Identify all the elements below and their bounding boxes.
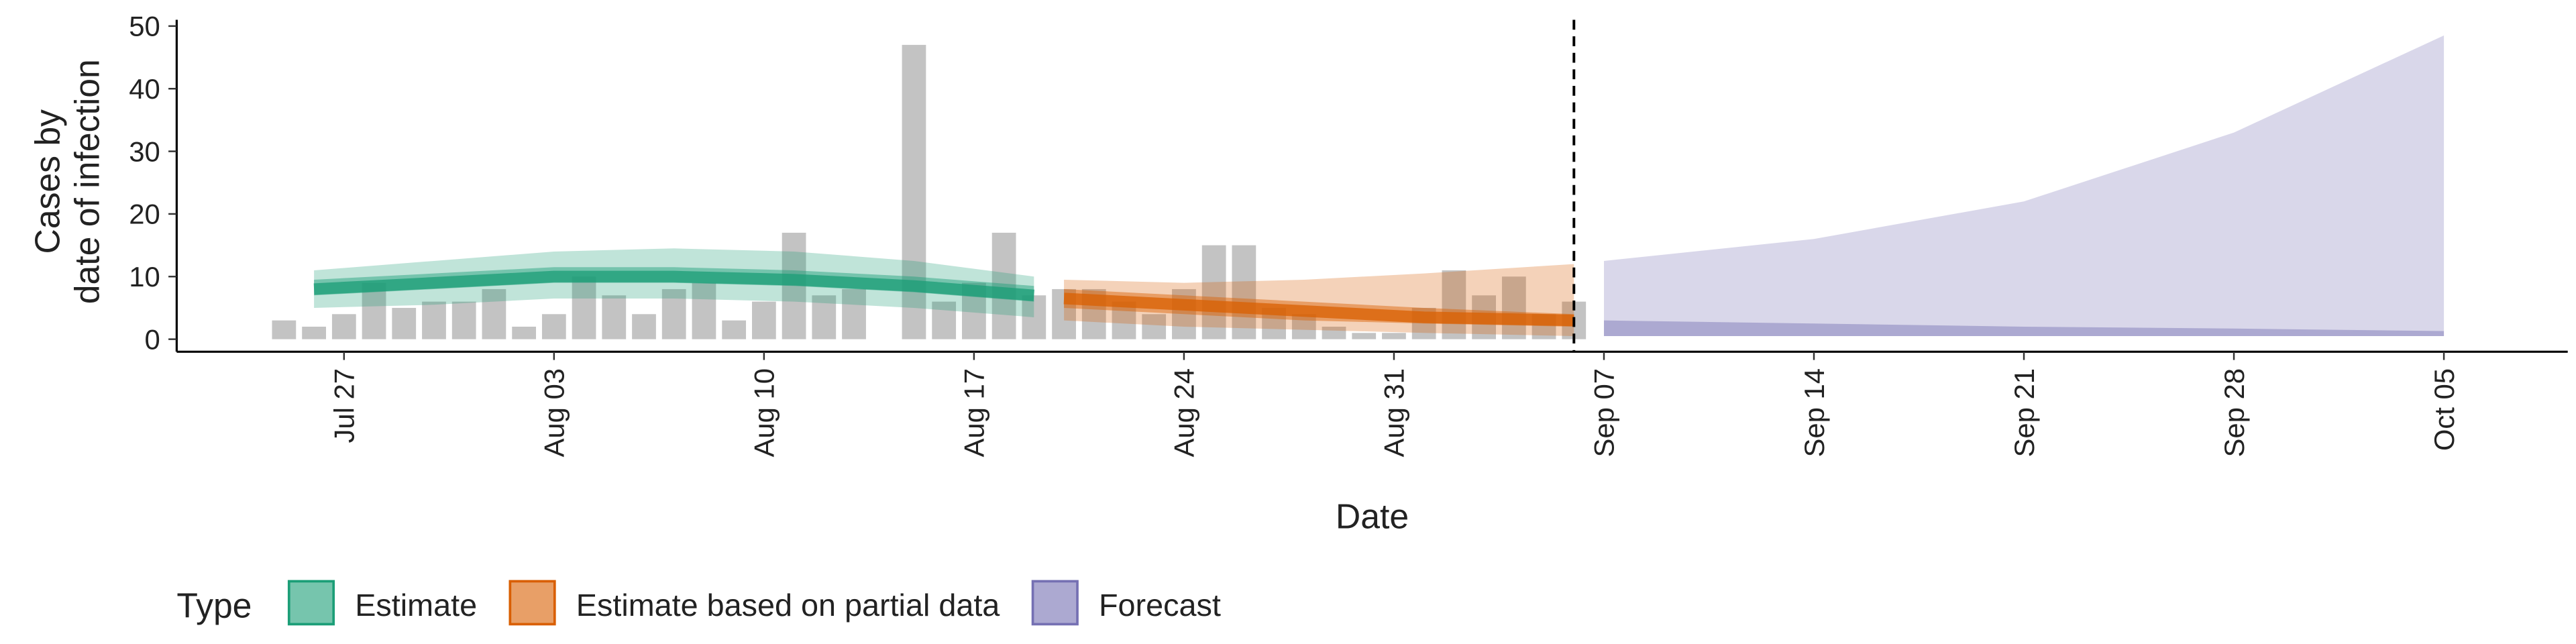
bar [1382, 333, 1406, 339]
legend-swatch [287, 580, 335, 626]
x-tick-label: Sep 21 [2008, 368, 2040, 458]
x-tick-label: Sep 07 [1589, 368, 1620, 458]
bar [1501, 276, 1526, 339]
bar [782, 232, 806, 339]
bar [331, 314, 356, 339]
bar [272, 320, 297, 339]
bar [1172, 288, 1196, 339]
x-tick-label: Jul 27 [329, 368, 360, 443]
legend-title: Type [176, 586, 252, 625]
bar [302, 326, 326, 339]
y-tick-label: 40 [129, 73, 160, 105]
bar [751, 301, 776, 339]
bar [692, 282, 716, 339]
bar [1022, 295, 1046, 339]
median-line [1063, 292, 1574, 327]
y-tick-label: 20 [129, 199, 160, 230]
x-tick-label: Aug 03 [539, 368, 570, 458]
x-tick-label: Aug 10 [749, 368, 780, 458]
bar [1232, 245, 1256, 339]
bar [1291, 314, 1316, 339]
bar [1322, 326, 1346, 339]
x-tick-label: Oct 05 [2428, 368, 2460, 451]
y-tick-label: 30 [129, 136, 160, 167]
legend-label: Forecast [1099, 588, 1221, 623]
y-tick-label: 10 [129, 261, 160, 292]
x-tick-label: Aug 17 [959, 368, 990, 458]
bar [1352, 333, 1377, 339]
bar [422, 301, 446, 339]
bar [932, 301, 957, 339]
legend-swatch [508, 580, 556, 626]
bar [842, 288, 866, 339]
x-axis-title: Date [1336, 497, 1409, 536]
x-tick-label: Aug 24 [1169, 368, 1200, 458]
bar [362, 282, 386, 339]
bar [451, 301, 476, 339]
bar [1201, 245, 1226, 339]
legend-swatch [1031, 580, 1079, 626]
bar [392, 307, 417, 339]
bar [602, 295, 627, 339]
bar [812, 295, 837, 339]
x-tick-label: Aug 31 [1379, 368, 1410, 458]
y-tick-label: 50 [129, 11, 160, 42]
bar [1442, 270, 1466, 339]
x-tick-label: Sep 28 [2218, 368, 2250, 458]
bar [722, 320, 747, 339]
bar [1142, 314, 1167, 339]
bar [661, 288, 686, 339]
median-line [313, 270, 1035, 301]
bar [1112, 301, 1136, 339]
y-tick-label: 0 [145, 323, 160, 355]
bar [632, 314, 656, 339]
bar [482, 288, 506, 339]
ribbon [314, 248, 1034, 317]
bar [541, 314, 566, 339]
legend-label: Estimate [355, 588, 477, 623]
bar [512, 326, 537, 339]
y-axis-title: date of infection [68, 59, 107, 304]
x-tick-label: Sep 14 [1799, 368, 1830, 458]
bar [991, 232, 1016, 339]
y-axis-title: Cases by [28, 109, 67, 254]
ribbon [1603, 35, 2445, 336]
ribbon [1603, 320, 2445, 336]
bar [572, 276, 596, 339]
legend-label: Estimate based on partial data [576, 588, 1000, 623]
